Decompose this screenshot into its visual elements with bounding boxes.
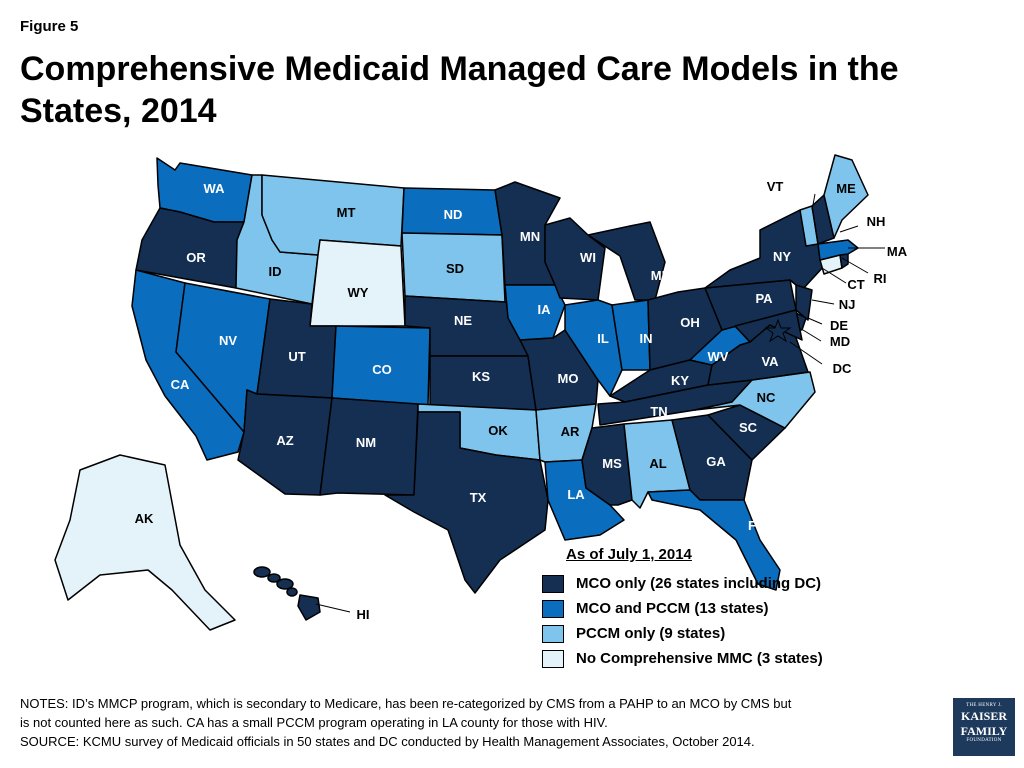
legend-label: No Comprehensive MMC (3 states) (576, 650, 823, 667)
state-md (734, 309, 803, 343)
state-label-co: CO (372, 362, 392, 377)
state-label-ak: AK (135, 511, 154, 526)
state-label-fl: FL (748, 518, 764, 533)
kff-logo: THE HENRY J. KAISER FAMILY FOUNDATION (953, 698, 1015, 756)
state-label-la: LA (567, 487, 585, 502)
state-label-mo: MO (558, 371, 579, 386)
state-label-mt: MT (337, 205, 356, 220)
legend-item-mco-pccm: MCO and PCCM (13 states) (542, 596, 902, 621)
state-label-ut: UT (288, 349, 305, 364)
state-label-wy: WY (348, 285, 369, 300)
logo-line: FAMILY (960, 724, 1008, 738)
legend-swatch (542, 574, 564, 593)
state-label-md: MD (830, 334, 850, 349)
legend: As of July 1, 2014 MCO only (26 states i… (542, 546, 902, 671)
dc-star-icon (764, 318, 792, 343)
state-mo (519, 329, 599, 411)
state-il (564, 299, 623, 397)
notes-line-1: NOTES: ID’s MMCP program, which is secon… (20, 696, 792, 711)
state-label-va: VA (761, 354, 779, 369)
state-nj (795, 284, 813, 321)
notes-line-2: is not counted here as such. CA has a sm… (20, 715, 608, 730)
state-label-sd: SD (446, 261, 464, 276)
logo-line: THE HENRY J. (966, 703, 1002, 708)
state-label-ia: IA (538, 302, 552, 317)
state-label-ma: MA (887, 244, 908, 259)
state-label-vt: VT (767, 179, 784, 194)
legend-heading: As of July 1, 2014 (566, 546, 692, 563)
state-hi-island (276, 578, 294, 590)
state-label-in: IN (640, 331, 653, 346)
legend-item-none: No Comprehensive MMC (3 states) (542, 646, 902, 671)
state-label-ky: KY (671, 373, 689, 388)
logo-line: FOUNDATION (966, 738, 1002, 743)
state-ma (817, 239, 859, 261)
state-label-dc: DC (833, 361, 852, 376)
state-label-ca: CA (171, 377, 190, 392)
state-label-ri: RI (874, 271, 887, 286)
state-label-ms: MS (602, 456, 622, 471)
state-label-mi: MI (651, 268, 665, 283)
state-label-oh: OH (680, 315, 700, 330)
legend-item-mco-only: MCO only (26 states including DC) (542, 571, 902, 596)
state-label-ar: AR (561, 424, 580, 439)
state-label-nh: NH (867, 214, 886, 229)
legend-swatch (542, 599, 564, 618)
state-tx (384, 411, 549, 594)
state-nc (694, 371, 816, 429)
state-label-nj: NJ (839, 297, 856, 312)
figure-label: Figure 5 (20, 18, 79, 35)
state-label-nm: NM (356, 435, 376, 450)
state-hi (297, 594, 321, 621)
state-label-de: DE (830, 318, 848, 333)
state-fl (647, 489, 781, 591)
chart-title: Comprehensive Medicaid Managed Care Mode… (20, 50, 899, 130)
state-label-nd: ND (444, 207, 463, 222)
state-label-nv: NV (219, 333, 237, 348)
state-label-ct: CT (847, 277, 864, 292)
state-label-ok: OK (488, 423, 508, 438)
state-label-pa: PA (755, 291, 773, 306)
legend-swatch (542, 649, 564, 668)
state-label-mn: MN (520, 229, 540, 244)
state-label-or: OR (186, 250, 206, 265)
state-label-tx: TX (470, 490, 487, 505)
state-hi-island (253, 566, 271, 578)
legend-label: MCO only (26 states including DC) (576, 575, 822, 592)
state-label-az: AZ (276, 433, 293, 448)
state-label-nc: NC (757, 390, 776, 405)
state-hi-island (286, 587, 298, 597)
state-label-tn: TN (650, 404, 667, 419)
state-me (823, 154, 869, 239)
notes: NOTES: ID’s MMCP program, which is secon… (20, 694, 950, 751)
state-label-al: AL (649, 456, 666, 471)
us-map: WA OR CA ID NV MT WY UT AZ CO NM ND SD NE KS OK TX MN IA MO… (54, 154, 908, 631)
state-label-ga: GA (706, 454, 726, 469)
state-label-sc: SC (739, 420, 758, 435)
state-label-wi: WI (580, 250, 596, 265)
state-label-ny: NY (773, 249, 791, 264)
legend-label: PCCM only (9 states) (576, 625, 726, 642)
state-label-il: IL (597, 331, 609, 346)
state-wy (309, 239, 406, 327)
state-label-wv: WV (708, 349, 729, 364)
state-hi-island (267, 573, 281, 583)
state-label-ks: KS (472, 369, 490, 384)
legend-item-pccm-only: PCCM only (9 states) (542, 621, 902, 646)
state-mi (587, 221, 666, 301)
logo-line: KAISER (960, 709, 1007, 723)
state-label-hi: HI (357, 607, 370, 622)
state-ak (54, 454, 236, 631)
state-label-wa: WA (204, 181, 226, 196)
legend-swatch (542, 624, 564, 643)
state-label-id: ID (269, 264, 282, 279)
source-line: SOURCE: KCMU survey of Medicaid official… (20, 734, 755, 749)
state-label-ne: NE (454, 313, 472, 328)
state-label-me: ME (836, 181, 856, 196)
state-nm (319, 397, 419, 496)
legend-label: MCO and PCCM (13 states) (576, 600, 769, 617)
